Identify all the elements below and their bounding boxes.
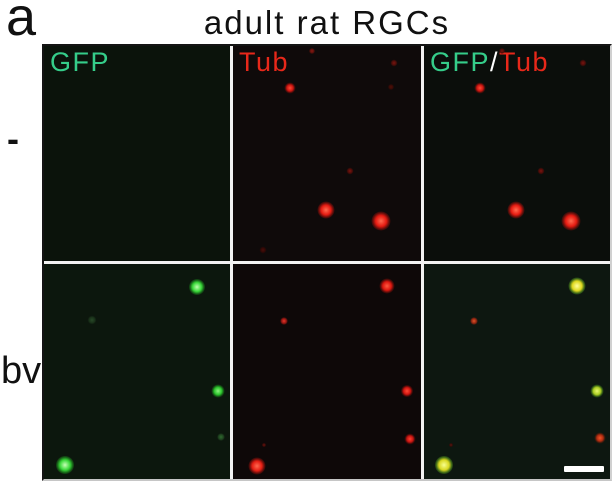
fluorescent-spot bbox=[279, 316, 289, 326]
fluorescent-spot bbox=[579, 59, 587, 68]
panel-label-part: / bbox=[489, 47, 499, 77]
figure-title: adult rat RGCs bbox=[203, 4, 451, 41]
panel-label-gfp-minus: GFP bbox=[50, 47, 111, 78]
fluorescent-spot bbox=[259, 246, 268, 255]
fluorescent-spot bbox=[371, 211, 391, 231]
panel-label-part: Tub bbox=[239, 47, 290, 77]
row-label-bv: bv bbox=[1, 350, 42, 392]
fluorescent-spot bbox=[435, 456, 454, 475]
fluorescent-spot bbox=[474, 82, 486, 94]
panel-label-part: GFP bbox=[429, 47, 490, 77]
fluorescent-spot bbox=[389, 59, 398, 68]
fluorescent-spot bbox=[537, 166, 546, 175]
micrograph-gfp-minus: GFP bbox=[44, 46, 231, 261]
fluorescent-spot bbox=[216, 432, 226, 442]
fluorescent-spot bbox=[308, 47, 316, 55]
fluorescent-spot bbox=[261, 442, 267, 448]
micrograph-merge-minus: GFP/Tub bbox=[423, 46, 610, 261]
micrograph-merge-bv bbox=[423, 264, 610, 479]
micrograph-gfp-bv bbox=[44, 264, 231, 479]
fluorescent-spot bbox=[87, 314, 98, 325]
fluorescent-spot bbox=[211, 384, 225, 398]
scale-bar bbox=[564, 466, 605, 473]
fluorescent-spot bbox=[379, 278, 395, 293]
fluorescent-spot bbox=[568, 277, 586, 294]
micrograph-tub-bv bbox=[233, 264, 421, 479]
fluorescent-spot bbox=[404, 433, 416, 445]
panel-label-part: Tub bbox=[498, 47, 550, 77]
fluorescent-spot bbox=[469, 316, 479, 326]
panel-label-tub-minus: Tub bbox=[239, 47, 290, 78]
fluorescent-spot bbox=[400, 384, 413, 397]
micrograph-tub-minus: Tub bbox=[233, 46, 421, 261]
fluorescent-spot bbox=[189, 278, 206, 295]
fluorescent-spot bbox=[387, 83, 395, 91]
figure-label: a bbox=[6, 0, 37, 47]
fluorescent-spot bbox=[346, 166, 355, 175]
fluorescent-spot bbox=[507, 201, 525, 219]
fluorescent-spot bbox=[448, 442, 454, 448]
fluorescent-spot bbox=[317, 201, 335, 219]
fluorescent-spot bbox=[561, 211, 581, 231]
micrograph-grid: GFP Tub GFP/Tub bbox=[42, 44, 612, 481]
fluorescent-spot bbox=[56, 456, 75, 475]
panel-label-merge-minus: GFP/Tub bbox=[429, 47, 550, 78]
row-label-minus: - bbox=[7, 118, 19, 159]
panel-label-part: GFP bbox=[50, 47, 111, 77]
fluorescent-spot bbox=[594, 432, 606, 444]
fluorescent-spot bbox=[248, 457, 266, 475]
fluorescent-spot bbox=[590, 384, 604, 398]
fluorescent-spot bbox=[284, 82, 296, 94]
